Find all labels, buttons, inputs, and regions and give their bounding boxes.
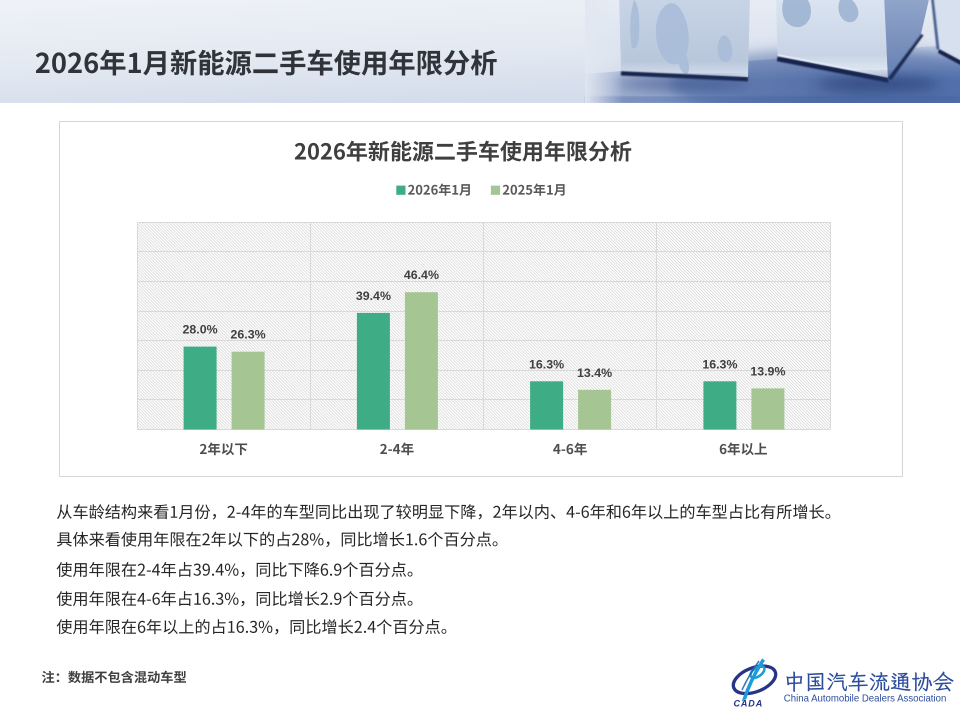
svg-text:46.4%: 46.4% (404, 268, 439, 282)
svg-text:16.3%: 16.3% (702, 357, 737, 371)
svg-text:13.9%: 13.9% (750, 364, 785, 378)
svg-text:28.0%: 28.0% (183, 323, 218, 337)
svg-text:26.3%: 26.3% (231, 328, 266, 342)
svg-text:16.3%: 16.3% (529, 357, 564, 371)
svg-text:CADA: CADA (734, 699, 764, 709)
svg-text:13.4%: 13.4% (577, 366, 612, 380)
svg-text:China Automobile Dealers Assoc: China Automobile Dealers Association (784, 692, 947, 704)
svg-text:39.4%: 39.4% (356, 289, 391, 303)
